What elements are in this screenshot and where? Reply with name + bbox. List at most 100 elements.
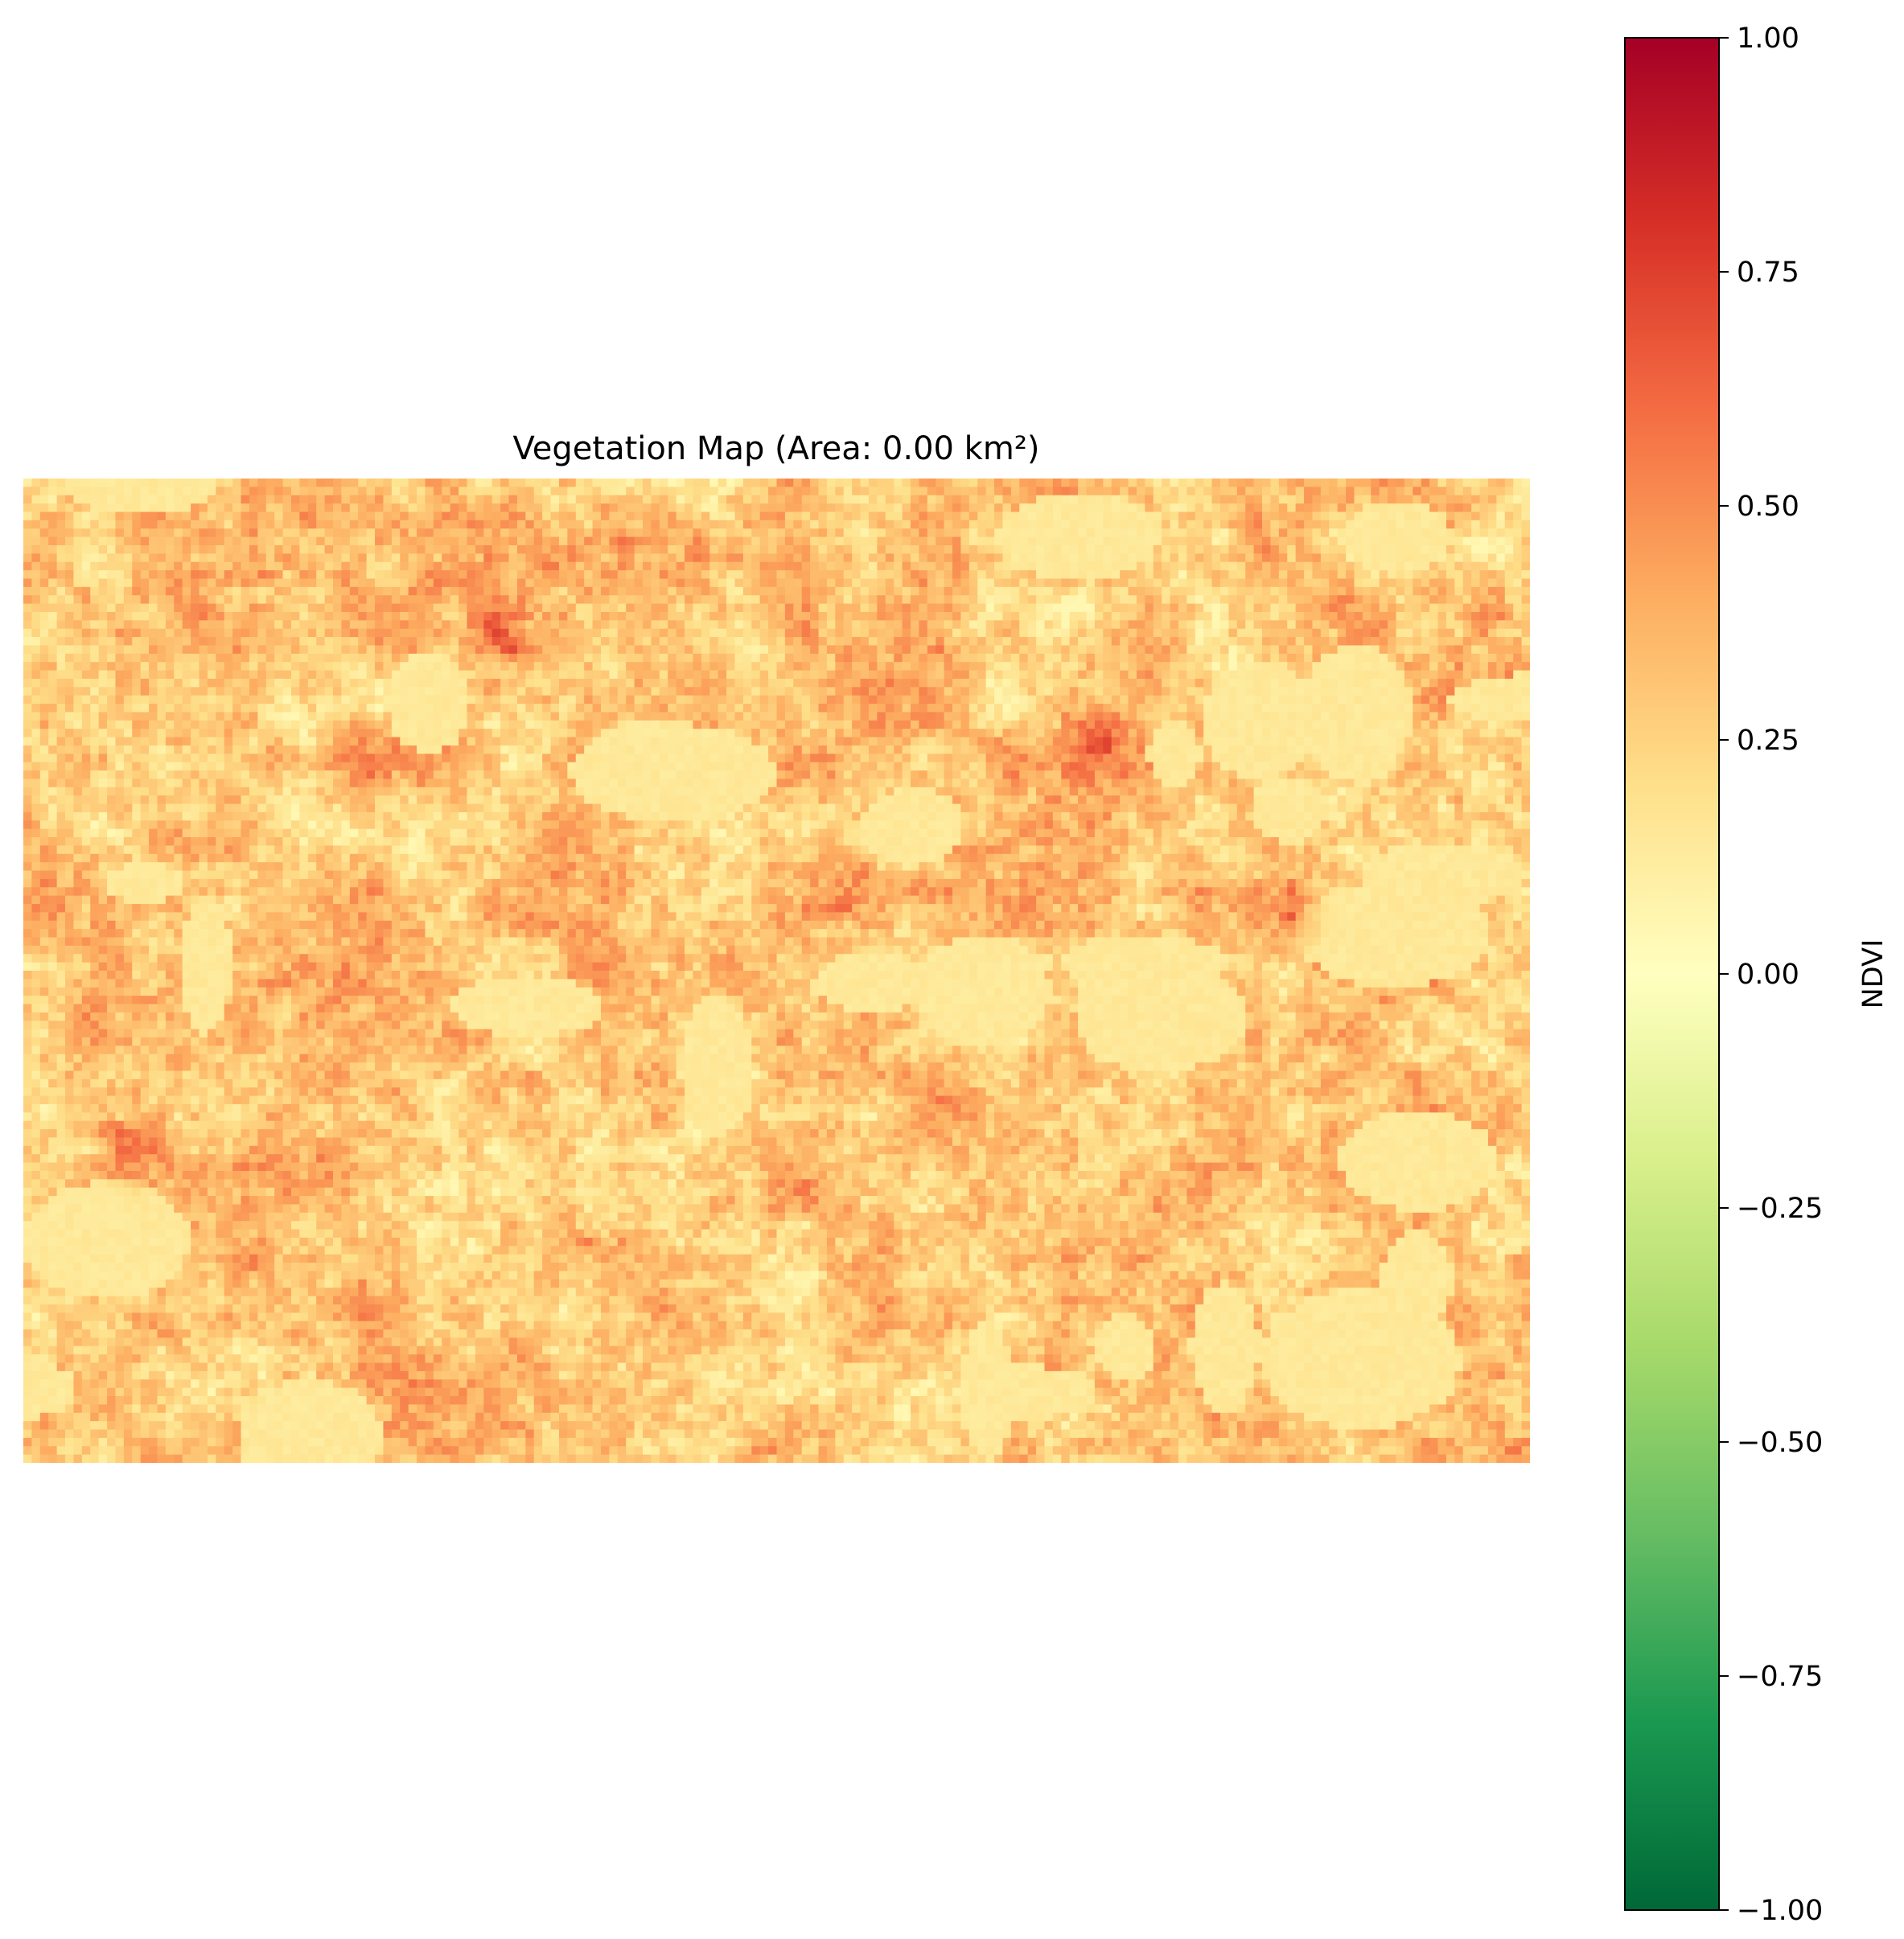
heatmap-cell [1295,637,1305,647]
heatmap-cell [1044,653,1054,663]
heatmap-cell [73,553,83,563]
heatmap-cell [191,495,200,504]
heatmap-cell [885,695,894,705]
heatmap-cell [1027,586,1037,596]
heatmap-cell [442,637,451,647]
heatmap-cell [994,561,1004,571]
heatmap-cell [985,536,995,546]
heatmap-cell [1094,511,1104,521]
heatmap-cell [550,586,560,596]
heatmap-cell [910,645,919,655]
heatmap-cell [65,628,75,638]
heatmap-cell [224,520,233,529]
heatmap-cell [1462,503,1472,513]
heatmap-cell [1337,645,1347,655]
heatmap-cell [73,479,83,487]
heatmap-cell [868,570,878,580]
heatmap-cell [1278,678,1288,688]
heatmap-cell [115,670,125,680]
heatmap-cell [1346,687,1355,696]
heatmap-cell [1145,662,1154,672]
heatmap-cell [609,603,619,613]
heatmap-cell [65,495,75,504]
heatmap-cell [1211,570,1221,580]
heatmap-cell [877,536,886,546]
heatmap-cell [132,645,142,655]
heatmap-cell [952,695,962,705]
heatmap-cell [1061,536,1071,546]
heatmap-cell [768,637,778,647]
heatmap-cell [1245,487,1255,496]
heatmap-cell [1287,561,1297,571]
heatmap-cell [1245,678,1255,688]
heatmap-cell [1346,586,1355,596]
heatmap-cell [1236,544,1246,554]
heatmap-cell [408,603,417,613]
heatmap-cell [575,645,585,655]
heatmap-cell [701,678,710,688]
heatmap-cell [1429,586,1439,596]
heatmap-cell [801,487,811,496]
heatmap-cell [1346,670,1355,680]
heatmap-cell [1320,520,1330,529]
heatmap-cell [558,670,568,680]
heatmap-cell [23,611,33,621]
heatmap-cell [358,536,368,546]
heatmap-cell [685,544,694,554]
heatmap-cell [852,578,862,588]
heatmap-cell [643,487,652,496]
heatmap-cell [1044,544,1054,554]
heatmap-cell [902,528,911,538]
heatmap-cell [1219,645,1229,655]
heatmap-cell [784,695,794,705]
heatmap-cell [617,611,627,621]
heatmap-cell [952,479,962,487]
heatmap-cell [1295,570,1305,580]
heatmap-cell [718,553,727,563]
heatmap-cell [1287,511,1297,521]
heatmap-cell [784,637,794,647]
heatmap-cell [1195,603,1204,613]
heatmap-cell [927,603,936,613]
heatmap-cell [299,595,309,605]
heatmap-cell [617,670,627,680]
heatmap-cell [1170,678,1179,688]
heatmap-cell [132,536,142,546]
heatmap-cell [977,479,987,487]
heatmap-cell [115,520,125,529]
heatmap-cell [1270,586,1280,596]
heatmap-cell [1103,678,1112,688]
heatmap-cell [685,687,694,696]
heatmap-cell [358,687,368,696]
heatmap-cell [1354,553,1363,563]
heatmap-cell [726,653,736,663]
heatmap-cell [1010,511,1020,521]
heatmap-cell [1404,495,1413,504]
heatmap-cell [165,570,175,580]
heatmap-cell [1136,586,1145,596]
heatmap-cell [442,578,451,588]
heatmap-cell [182,528,191,538]
heatmap-cell [734,678,744,688]
heatmap-cell [81,687,91,696]
heatmap-cell [140,645,150,655]
heatmap-cell [643,570,652,580]
heatmap-cell [23,653,33,663]
heatmap-cell [199,687,208,696]
heatmap-cell [508,528,518,538]
heatmap-cell [776,595,786,605]
heatmap-cell [567,570,577,580]
heatmap-cell [98,520,108,529]
heatmap-cell [550,603,560,613]
heatmap-cell [417,628,426,638]
heatmap-cell [249,611,258,621]
heatmap-cell [1002,687,1012,696]
heatmap-cell [241,528,250,538]
heatmap-cell [542,578,552,588]
heatmap-cell [1437,487,1447,496]
heatmap-cell [115,528,125,538]
heatmap-cell [375,586,385,596]
heatmap-cell [1044,670,1054,680]
heatmap-cell [852,544,862,554]
heatmap-cell [1228,645,1238,655]
